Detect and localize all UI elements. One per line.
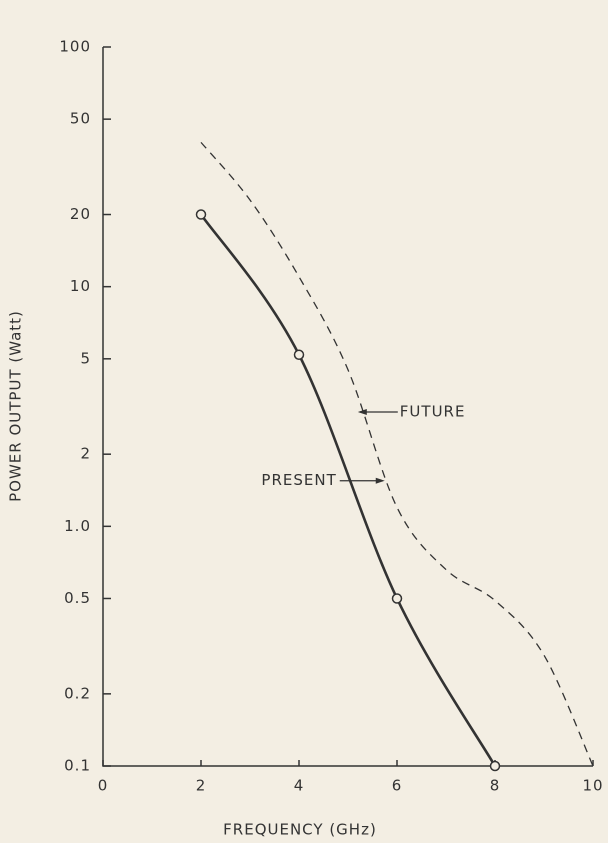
y-tick-label: 10 bbox=[70, 277, 91, 295]
marker bbox=[391, 593, 403, 604]
x-tick-label: 10 bbox=[582, 777, 603, 795]
x-tick-label: 2 bbox=[196, 777, 207, 795]
marker bbox=[489, 760, 501, 772]
y-tick-label: 0.5 bbox=[64, 589, 91, 607]
y-tick-label: 50 bbox=[70, 110, 91, 128]
arrow-head bbox=[375, 477, 385, 484]
series-line bbox=[200, 141, 594, 767]
y-tick-label: 0.2 bbox=[64, 684, 91, 702]
y-tick-label: 5 bbox=[80, 349, 91, 367]
y-tick-label: 100 bbox=[59, 38, 91, 56]
x-tick-label: 4 bbox=[294, 777, 305, 795]
y-tick-label: 0.1 bbox=[64, 757, 91, 775]
series-line bbox=[199, 213, 497, 767]
x-tick-label: 8 bbox=[490, 777, 501, 795]
y-tick-label: 2 bbox=[80, 445, 91, 463]
y-axis-label: POWER OUTPUT (Watt) bbox=[7, 310, 25, 502]
x-axis-label: FREQUENCY (GHz) bbox=[223, 821, 377, 839]
y-tick-label: 1.0 bbox=[64, 517, 91, 535]
arrow-head bbox=[357, 408, 367, 415]
axis-line bbox=[102, 47, 593, 767]
x-tick-label: 0 bbox=[98, 777, 109, 795]
x-tick-label: 6 bbox=[392, 777, 403, 795]
y-tick-label: 20 bbox=[70, 205, 91, 223]
annotation: PRESENT bbox=[261, 471, 336, 489]
annotation: FUTURE bbox=[400, 402, 466, 420]
marker bbox=[293, 349, 305, 360]
marker bbox=[195, 209, 207, 220]
